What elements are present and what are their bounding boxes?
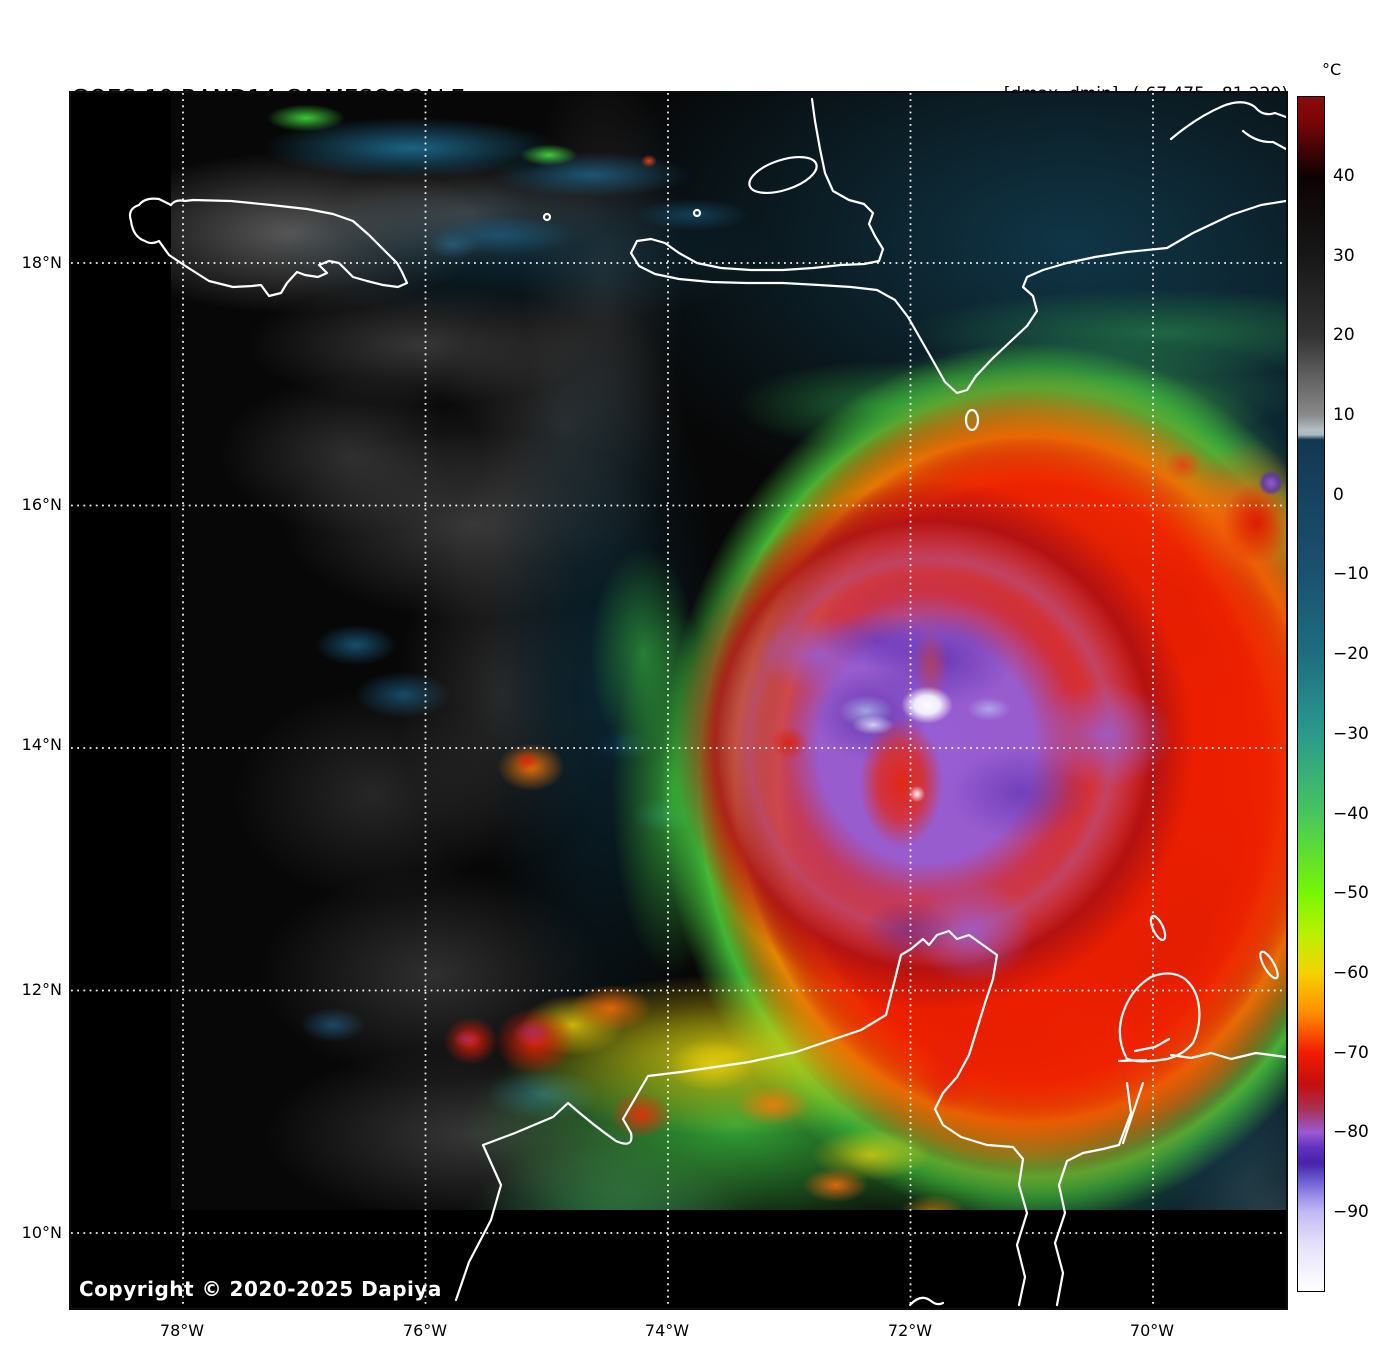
colorbar-tick-30: 30 — [1333, 246, 1355, 266]
colorbar-tick-m30: −30 — [1333, 724, 1369, 744]
colorbar-tick-m90: −90 — [1333, 1202, 1369, 1222]
colorbar-tick-m40: −40 — [1333, 804, 1369, 824]
coastline-samana-northeast — [1169, 101, 1286, 151]
coastline-colombia-inland-wiggle — [908, 1296, 945, 1307]
lat-tick-18n: 18°N — [21, 253, 62, 272]
coastline-beata-island — [964, 408, 980, 432]
colorbar-tick-m20: −20 — [1333, 644, 1369, 664]
graticule — [71, 93, 1286, 1308]
colorbar-tick-m10: −10 — [1333, 564, 1369, 584]
lat-tick-14n: 14°N — [21, 735, 62, 754]
map-plot-area: Copyright © 2020-2025 Dapiya — [69, 91, 1288, 1310]
colorbar-unit-label: °C — [1322, 60, 1342, 79]
colorbar-tick-m50: −50 — [1333, 883, 1369, 903]
lon-tick-74w: 74°W — [644, 1321, 690, 1340]
colorbar-tick-40: 40 — [1333, 166, 1355, 186]
lon-tick-72w: 72°W — [887, 1321, 933, 1340]
coastline-cayemites-island — [692, 208, 702, 218]
coastline-colombia-guajira — [454, 929, 1029, 1307]
lat-tick-16n: 16°N — [21, 495, 62, 514]
coastline-venezuela-maracaibo — [1053, 1051, 1286, 1307]
lon-tick-78w: 78°W — [159, 1321, 205, 1340]
lat-tick-10n: 10°N — [21, 1223, 62, 1242]
colorbar-tick-10: 10 — [1333, 405, 1355, 425]
coastline-navassa-island — [542, 212, 552, 222]
colorbar-tick-m60: −60 — [1333, 963, 1369, 983]
coastline-gonave-island — [748, 155, 818, 195]
copyright-label: Copyright © 2020-2025 Dapiya — [79, 1277, 442, 1301]
coastline-paraguana-peninsula — [1118, 972, 1201, 1063]
colorbar-tick-m80: −80 — [1333, 1122, 1369, 1142]
coastline-aruba-island — [1149, 914, 1167, 942]
coastline-jamaica — [128, 197, 409, 298]
map-overlay-svg — [71, 93, 1286, 1308]
coastline-curacao-island — [1259, 950, 1279, 980]
lon-tick-76w: 76°W — [402, 1321, 448, 1340]
colorbar-tick-20: 20 — [1333, 325, 1355, 345]
colorbar-tick-0: 0 — [1333, 485, 1344, 505]
lat-tick-12n: 12°N — [21, 980, 62, 999]
coastline-hispaniola-south — [629, 97, 1286, 395]
lon-tick-70w: 70°W — [1129, 1321, 1175, 1340]
temperature-colorbar — [1297, 96, 1325, 1292]
colorbar-tick-m70: −70 — [1333, 1043, 1369, 1063]
